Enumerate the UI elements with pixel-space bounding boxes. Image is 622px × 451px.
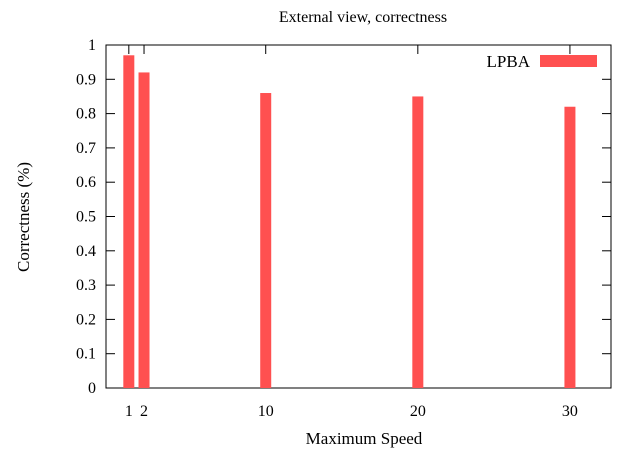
x-tick-label: 20 xyxy=(410,403,426,420)
legend: LPBA xyxy=(487,52,597,71)
y-tick-label: 0.2 xyxy=(76,311,96,328)
x-tick-label: 2 xyxy=(140,403,148,420)
y-axis: 0 0.1 0.2 0.3 0.4 0.5 0.6 0.7 0.8 0.9 1 xyxy=(76,37,611,397)
y-tick-label: 0.4 xyxy=(76,243,96,260)
x-tick-label: 30 xyxy=(562,403,578,420)
y-tick-label: 0.5 xyxy=(76,209,96,226)
x-axis-label: Maximum Speed xyxy=(306,429,423,448)
x-tick-label: 10 xyxy=(258,403,274,420)
bar-lpba-20 xyxy=(412,96,424,388)
y-tick-label: 0.1 xyxy=(76,346,96,363)
x-axis: 1 2 10 20 30 xyxy=(125,45,578,420)
bar-lpba-10 xyxy=(260,93,272,389)
x-tick-label: 1 xyxy=(125,403,133,420)
y-tick-label: 0.9 xyxy=(76,71,96,88)
y-tick-label: 0 xyxy=(88,380,96,397)
y-tick-label: 0.3 xyxy=(76,277,96,294)
y-axis-label: Correctness (%) xyxy=(14,162,33,272)
bar-lpba-2 xyxy=(138,72,150,388)
bars xyxy=(123,55,576,389)
bar-lpba-1 xyxy=(123,55,135,388)
bar-lpba-30 xyxy=(564,106,576,389)
y-tick-label: 0.7 xyxy=(76,140,96,157)
y-tick-label: 1 xyxy=(88,37,96,54)
y-tick-label: 0.8 xyxy=(76,106,96,123)
chart-title: External view, correctness xyxy=(279,9,447,26)
plot-area: 00.10.20.30.40.50.60.70.80.91 1 2 10 20 30 xyxy=(76,37,612,420)
legend-swatch-lpba xyxy=(540,55,597,67)
plot-frame xyxy=(105,44,612,389)
legend-label-lpba: LPBA xyxy=(487,52,531,71)
y-tick-label: 0.6 xyxy=(76,174,96,191)
